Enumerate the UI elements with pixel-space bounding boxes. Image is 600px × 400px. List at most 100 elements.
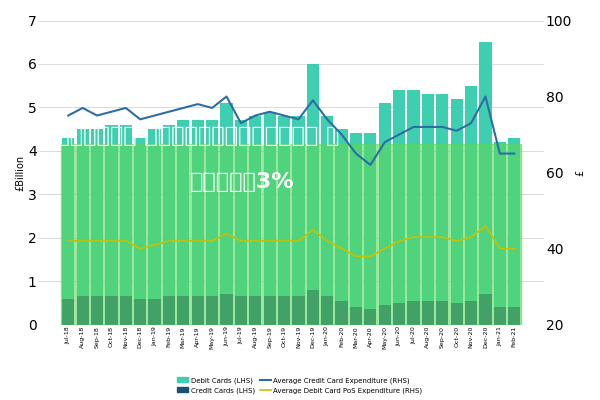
Bar — [422, 301, 434, 325]
Bar — [307, 290, 319, 325]
Average Credit Card Expenditure (RHS) — [280, 113, 287, 118]
Average Credit Card Expenditure (RHS) — [237, 121, 244, 126]
Bar — [249, 116, 262, 325]
Bar — [278, 116, 290, 325]
Average Credit Card Expenditure (RHS) — [108, 109, 115, 114]
Average Debit Card PoS Expenditure (RHS) — [280, 238, 287, 243]
Bar — [321, 116, 334, 325]
Bar — [134, 138, 146, 325]
Average Debit Card PoS Expenditure (RHS) — [467, 235, 475, 240]
Bar — [163, 296, 175, 325]
Bar — [263, 296, 276, 325]
Bar — [307, 64, 319, 325]
Bar — [119, 125, 132, 325]
Bar — [436, 94, 448, 325]
Average Debit Card PoS Expenditure (RHS) — [424, 235, 431, 240]
Text: 股票配资平台有 全球市场：欧美股市小幅收跌 国: 股票配资平台有 全球市场：欧美股市小幅收跌 国 — [43, 126, 340, 146]
Bar — [163, 125, 175, 325]
Average Debit Card PoS Expenditure (RHS) — [137, 246, 144, 251]
Bar — [379, 103, 391, 325]
Line: Average Credit Card Expenditure (RHS): Average Credit Card Expenditure (RHS) — [68, 96, 514, 165]
Average Debit Card PoS Expenditure (RHS) — [395, 238, 403, 243]
Average Credit Card Expenditure (RHS) — [482, 94, 489, 99]
Bar — [407, 301, 419, 325]
Bar — [91, 129, 103, 325]
Average Debit Card PoS Expenditure (RHS) — [237, 238, 244, 243]
Average Credit Card Expenditure (RHS) — [223, 94, 230, 99]
Bar — [91, 296, 103, 325]
Bar — [220, 294, 233, 325]
Average Debit Card PoS Expenditure (RHS) — [166, 238, 173, 243]
Bar — [249, 296, 262, 325]
Average Debit Card PoS Expenditure (RHS) — [295, 238, 302, 243]
Bar — [350, 134, 362, 325]
Bar — [451, 303, 463, 325]
Bar — [494, 142, 506, 325]
Bar — [393, 303, 405, 325]
Average Debit Card PoS Expenditure (RHS) — [209, 238, 216, 243]
Average Credit Card Expenditure (RHS) — [209, 106, 216, 110]
Average Debit Card PoS Expenditure (RHS) — [251, 238, 259, 243]
Average Debit Card PoS Expenditure (RHS) — [223, 231, 230, 236]
Bar — [393, 90, 405, 325]
Bar — [134, 298, 146, 325]
Bar — [177, 120, 190, 325]
Average Credit Card Expenditure (RHS) — [79, 106, 86, 110]
Average Debit Card PoS Expenditure (RHS) — [180, 238, 187, 243]
Average Credit Card Expenditure (RHS) — [251, 113, 259, 118]
Average Credit Card Expenditure (RHS) — [122, 106, 130, 110]
Bar — [278, 296, 290, 325]
Average Debit Card PoS Expenditure (RHS) — [410, 235, 417, 240]
Average Credit Card Expenditure (RHS) — [180, 106, 187, 110]
Legend: Debit Cards (LHS), Credit Cards (LHS), Average Credit Card Expenditure (RHS), Av: Debit Cards (LHS), Credit Cards (LHS), A… — [175, 374, 425, 396]
Average Debit Card PoS Expenditure (RHS) — [266, 238, 273, 243]
Average Debit Card PoS Expenditure (RHS) — [367, 254, 374, 258]
Bar — [364, 134, 376, 325]
Bar — [148, 129, 161, 325]
Average Credit Card Expenditure (RHS) — [295, 117, 302, 122]
Bar — [422, 94, 434, 325]
Bar — [263, 112, 276, 325]
Average Debit Card PoS Expenditure (RHS) — [439, 235, 446, 240]
Bar — [191, 296, 204, 325]
Bar — [77, 296, 89, 325]
Bar — [436, 301, 448, 325]
Bar — [321, 296, 334, 325]
Average Credit Card Expenditure (RHS) — [496, 151, 503, 156]
Average Credit Card Expenditure (RHS) — [439, 124, 446, 129]
Bar — [61, 144, 521, 325]
Y-axis label: £: £ — [575, 170, 585, 176]
Average Debit Card PoS Expenditure (RHS) — [122, 238, 130, 243]
Average Debit Card PoS Expenditure (RHS) — [338, 246, 345, 251]
Bar — [62, 138, 74, 325]
Text: 际油价涨透3%: 际油价涨透3% — [190, 172, 295, 192]
Bar — [191, 120, 204, 325]
Average Credit Card Expenditure (RHS) — [395, 132, 403, 137]
Average Credit Card Expenditure (RHS) — [151, 113, 158, 118]
Bar — [479, 294, 491, 325]
Bar — [451, 99, 463, 325]
Average Credit Card Expenditure (RHS) — [323, 117, 331, 122]
Average Credit Card Expenditure (RHS) — [266, 109, 273, 114]
Average Credit Card Expenditure (RHS) — [453, 128, 460, 133]
Average Debit Card PoS Expenditure (RHS) — [79, 238, 86, 243]
Y-axis label: £Billion: £Billion — [15, 154, 25, 191]
Bar — [350, 307, 362, 325]
Bar — [508, 307, 520, 325]
Average Credit Card Expenditure (RHS) — [467, 121, 475, 126]
Bar — [508, 138, 520, 325]
Average Debit Card PoS Expenditure (RHS) — [65, 238, 72, 243]
Bar — [364, 310, 376, 325]
Average Credit Card Expenditure (RHS) — [194, 102, 202, 106]
Average Debit Card PoS Expenditure (RHS) — [496, 246, 503, 251]
Average Debit Card PoS Expenditure (RHS) — [108, 238, 115, 243]
Bar — [206, 120, 218, 325]
Bar — [62, 298, 74, 325]
Average Debit Card PoS Expenditure (RHS) — [352, 254, 359, 258]
Bar — [335, 301, 348, 325]
Bar — [465, 86, 477, 325]
Bar — [292, 116, 305, 325]
Bar — [177, 296, 190, 325]
Average Credit Card Expenditure (RHS) — [137, 117, 144, 122]
Bar — [479, 42, 491, 325]
